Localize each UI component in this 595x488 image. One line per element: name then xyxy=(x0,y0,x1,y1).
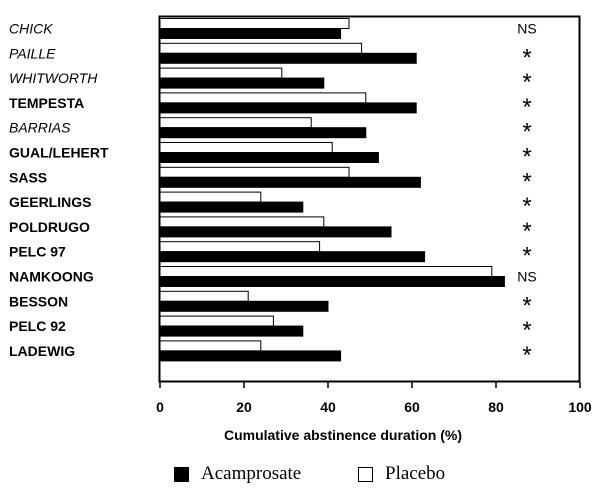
legend-label-placebo: Placebo xyxy=(385,463,446,484)
bar-placebo xyxy=(159,266,493,277)
significance-label: * xyxy=(522,94,531,121)
bar-acamprosate xyxy=(159,28,342,39)
category-label: WHITWORTH xyxy=(9,70,98,86)
category-label: TEMPESTA xyxy=(9,95,84,111)
bars xyxy=(159,18,505,362)
bar-acamprosate xyxy=(159,350,342,362)
category-label: SASS xyxy=(9,169,47,185)
bar-acamprosate xyxy=(159,127,367,139)
bar-placebo xyxy=(159,191,262,203)
significance-label: * xyxy=(522,218,531,245)
significance-label: NS xyxy=(517,269,536,285)
bar-placebo xyxy=(159,92,367,104)
significance-label: * xyxy=(522,144,531,171)
category-label: GEERLINGS xyxy=(9,194,91,210)
category-label: BESSON xyxy=(9,293,68,309)
bar-acamprosate xyxy=(159,300,329,312)
bar-acamprosate xyxy=(159,226,392,238)
bar-placebo xyxy=(159,117,312,129)
significance-label: * xyxy=(522,292,531,319)
x-tick-label: 100 xyxy=(568,399,592,415)
bar-acamprosate xyxy=(159,325,304,337)
category-label: PELC 92 xyxy=(9,318,66,334)
bar-placebo xyxy=(159,18,350,29)
category-label: PELC 97 xyxy=(9,244,66,260)
significance-label: * xyxy=(522,317,531,344)
category-label: POLDRUGO xyxy=(9,219,90,235)
category-label: GUAL/LEHERT xyxy=(9,145,109,161)
category-label: LADEWIG xyxy=(9,343,75,359)
bar-placebo xyxy=(159,340,262,352)
legend-item-acamprosate: Acamprosate xyxy=(174,463,301,485)
x-tick-label: 80 xyxy=(488,399,504,415)
significance-label: * xyxy=(522,119,531,146)
bar-placebo xyxy=(159,290,249,302)
x-axis-ticks: 0 20 40 60 80 100 xyxy=(156,382,592,415)
x-tick-label: 0 xyxy=(156,399,164,415)
category-labels: CHICK PAILLE WHITWORTH TEMPESTA BARRIAS GUAL/… xyxy=(9,21,109,359)
category-label: CHICK xyxy=(9,21,53,37)
bar-acamprosate xyxy=(159,276,505,287)
bar-placebo xyxy=(159,315,274,327)
bar-acamprosate xyxy=(159,251,426,263)
category-label: BARRIAS xyxy=(9,120,71,136)
bar-chart: CHICK PAILLE WHITWORTH TEMPESTA BARRIAS GUAL/… xyxy=(9,15,592,443)
bar-acamprosate xyxy=(159,77,325,89)
bar-acamprosate xyxy=(159,176,421,188)
significance-label: * xyxy=(522,44,531,71)
legend-swatch-acamprosate xyxy=(174,466,189,482)
bar-acamprosate xyxy=(159,152,379,163)
significance-label: NS xyxy=(517,21,536,37)
category-label: NAMKOONG xyxy=(9,269,94,285)
bar-placebo xyxy=(159,216,325,228)
significance-label: * xyxy=(522,342,531,369)
bar-placebo xyxy=(159,166,350,178)
bar-acamprosate xyxy=(159,201,304,213)
x-tick-label: 40 xyxy=(320,399,336,415)
bar-acamprosate xyxy=(159,102,417,114)
category-label: PAILLE xyxy=(9,45,56,61)
bar-placebo xyxy=(159,42,363,54)
legend-item-placebo: Placebo xyxy=(358,463,445,485)
significance-label: * xyxy=(522,168,531,195)
significance-label: * xyxy=(522,193,531,220)
bar-placebo xyxy=(159,241,321,253)
significance-labels: NS*********NS*** xyxy=(517,21,536,369)
x-tick-label: 20 xyxy=(236,399,252,415)
legend-label-acamprosate: Acamprosate xyxy=(201,463,302,484)
significance-label: * xyxy=(522,243,531,270)
legend-swatch-placebo xyxy=(358,466,373,482)
significance-label: * xyxy=(522,69,531,96)
x-tick-label: 60 xyxy=(404,399,420,415)
bar-placebo xyxy=(159,67,283,79)
legend: Acamprosate Placebo xyxy=(0,463,595,487)
bar-acamprosate xyxy=(159,52,417,64)
bar-placebo xyxy=(159,142,333,153)
x-axis-label: Cumulative abstinence duration (%) xyxy=(224,427,462,443)
